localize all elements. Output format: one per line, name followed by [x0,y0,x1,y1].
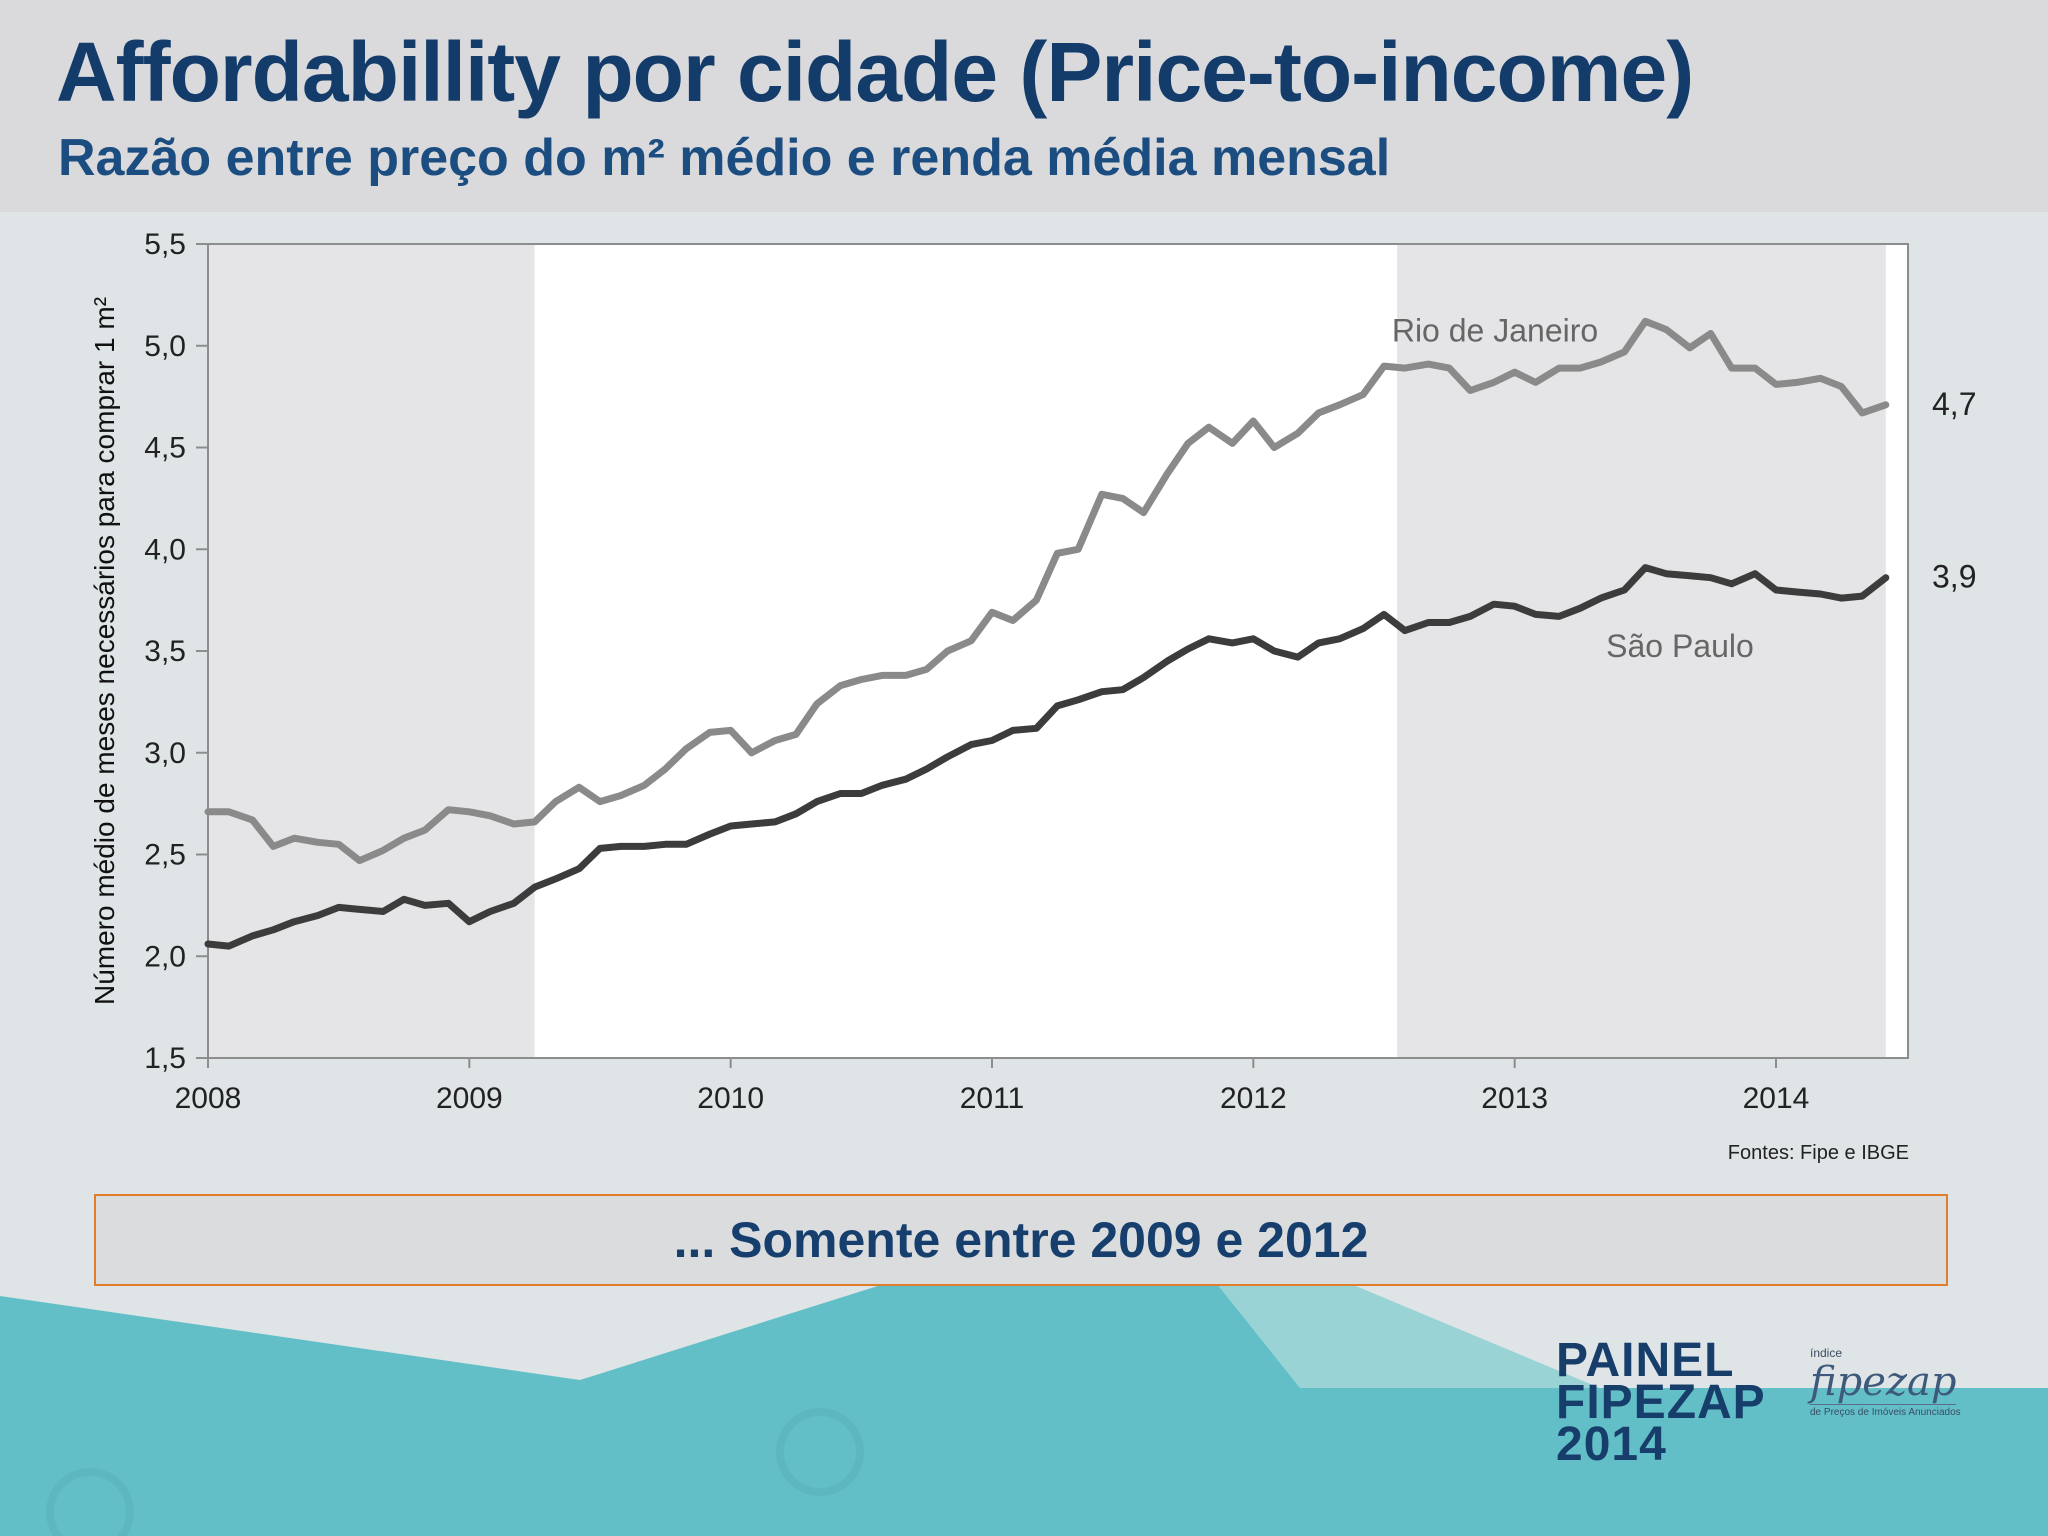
y-tick-label: 5,5 [144,228,186,261]
painel-fipezap-logo: PAINEL FIPEZAP 2014 [1556,1334,1766,1471]
y-tick-label: 2,0 [144,940,186,973]
series-line [204,564,1890,950]
decor-circle [46,1468,134,1536]
source-note: Fontes: Fipe e IBGE [1727,1142,1909,1164]
series-end-label: 3,9 [1932,559,1976,595]
brand-line-3: 2014 [1556,1418,1667,1471]
series-lines [204,317,1890,950]
x-tick-label: 2009 [436,1082,503,1115]
page-title: Affordabillity por cidade (Price-to-inco… [56,25,1694,119]
shaded-periods [208,244,1908,1058]
x-tick-label: 2012 [1220,1082,1287,1115]
fipezap-small-text: índice [1810,1346,1843,1360]
y-axis-label: Número médio de meses necessários para c… [89,297,120,1005]
price-to-income-chart: 1,5 2,0 2,5 3,0 3,5 4,0 4,5 5,0 5,5 2008 2009 2010 2… [89,228,1977,1115]
y-tick-label: 3,5 [144,635,186,668]
y-tick-label: 1,5 [144,1042,186,1075]
header [0,0,2048,212]
fipezap-logo: índice fipezap de Preços de Imóveis Anun… [1810,1346,1970,1418]
y-tick-label: 4,0 [144,533,186,566]
y-tick-label: 5,0 [144,330,186,363]
fipezap-tagline: de Preços de Imóveis Anunciados [1810,1407,1961,1418]
x-tick-label: 2013 [1481,1082,1548,1115]
x-tick-label: 2014 [1743,1082,1810,1115]
series-line [204,317,1890,865]
brand-line-1: PAINEL [1556,1334,1735,1387]
axes: 1,5 2,0 2,5 3,0 3,5 4,0 4,5 5,0 5,5 2008 2009 2010 2… [89,228,1909,1115]
y-tick-label: 3,0 [144,737,186,770]
series-end-label: 4,7 [1932,386,1976,422]
y-tick-label: 4,5 [144,432,186,465]
decor-circle [776,1408,864,1496]
teal-mountain [0,1200,2048,1536]
shaded-period [208,244,535,1058]
series-name-label: Rio de Janeiro [1392,313,1598,349]
callout-text: ... Somente entre 2009 e 2012 [673,1212,1369,1268]
callout-box: ... Somente entre 2009 e 2012 [94,1194,1948,1286]
chart-labels: 4,7 3,9 Rio de Janeiro São Paulo [1392,313,1977,664]
x-tick-label: 2008 [175,1082,242,1115]
series-name-label: São Paulo [1606,628,1754,664]
y-tick-label: 2,5 [144,839,186,872]
x-tick-label: 2010 [697,1082,764,1115]
brand-line-2: FIPEZAP [1556,1376,1766,1429]
page-subtitle: Razão entre preço do m² médio e renda mé… [58,129,1391,187]
x-tick-label: 2011 [960,1082,1025,1115]
fipezap-wordmark: fipezap [1810,1359,1957,1405]
